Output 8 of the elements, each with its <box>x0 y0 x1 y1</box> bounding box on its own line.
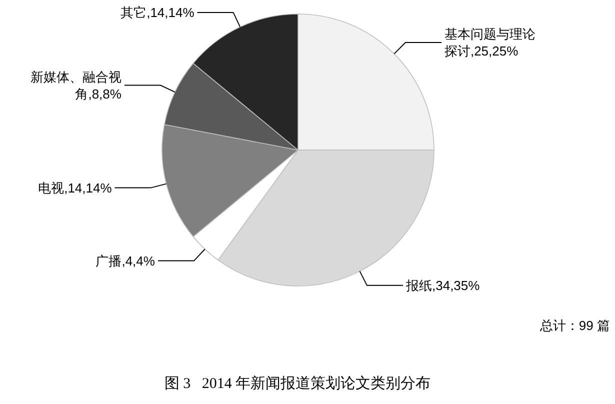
slice-label: 广播,4,4% <box>96 253 156 268</box>
slice-label: 其它,14,14% <box>120 5 195 20</box>
text: 图 3 2014 年新闻报道策划论文类别分布 <box>164 375 431 392</box>
slice-label: 电视,14,14% <box>38 180 112 196</box>
slice-label: 报纸,34,35% <box>405 278 480 293</box>
slice-label: 新媒体、融合视角,8,8% <box>30 69 122 102</box>
text: 总计：99 篇 <box>538 318 610 333</box>
slice-label: 基本问题与理论探讨,25,25% <box>444 26 536 59</box>
